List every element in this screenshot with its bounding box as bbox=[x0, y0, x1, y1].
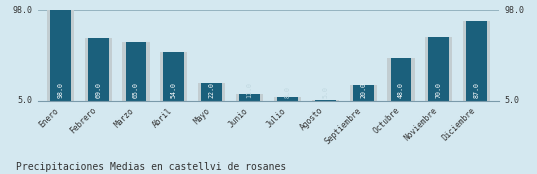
Bar bbox=[84, 38, 112, 105]
Bar bbox=[163, 53, 184, 105]
Text: 22.0: 22.0 bbox=[209, 82, 215, 98]
Bar bbox=[160, 53, 187, 105]
Text: 54.0: 54.0 bbox=[171, 82, 177, 98]
Bar bbox=[126, 42, 147, 105]
Bar bbox=[277, 97, 298, 105]
Bar bbox=[201, 84, 222, 105]
Bar bbox=[350, 85, 377, 105]
Text: 11.0: 11.0 bbox=[246, 82, 252, 98]
Bar bbox=[425, 37, 453, 105]
Bar bbox=[429, 37, 449, 105]
Text: 70.0: 70.0 bbox=[436, 82, 442, 98]
Bar bbox=[47, 10, 74, 105]
Bar bbox=[463, 21, 490, 105]
Text: 8.0: 8.0 bbox=[285, 86, 291, 98]
Text: 20.0: 20.0 bbox=[360, 82, 366, 98]
Bar bbox=[274, 97, 301, 105]
Bar bbox=[239, 94, 260, 105]
Bar bbox=[198, 84, 226, 105]
Text: 98.0: 98.0 bbox=[57, 82, 63, 98]
Text: 48.0: 48.0 bbox=[398, 82, 404, 98]
Text: 69.0: 69.0 bbox=[95, 82, 101, 98]
Bar bbox=[390, 58, 411, 105]
Bar bbox=[311, 100, 339, 105]
Bar bbox=[315, 100, 336, 105]
Bar bbox=[466, 21, 487, 105]
Text: Precipitaciones Medias en castellvi de rosanes: Precipitaciones Medias en castellvi de r… bbox=[16, 162, 286, 172]
Text: 65.0: 65.0 bbox=[133, 82, 139, 98]
Text: 87.0: 87.0 bbox=[474, 82, 480, 98]
Text: 5.0: 5.0 bbox=[322, 86, 328, 98]
Bar bbox=[88, 38, 108, 105]
Bar bbox=[50, 10, 71, 105]
Bar bbox=[122, 42, 150, 105]
Bar bbox=[353, 85, 374, 105]
Bar bbox=[387, 58, 415, 105]
Bar bbox=[236, 94, 263, 105]
